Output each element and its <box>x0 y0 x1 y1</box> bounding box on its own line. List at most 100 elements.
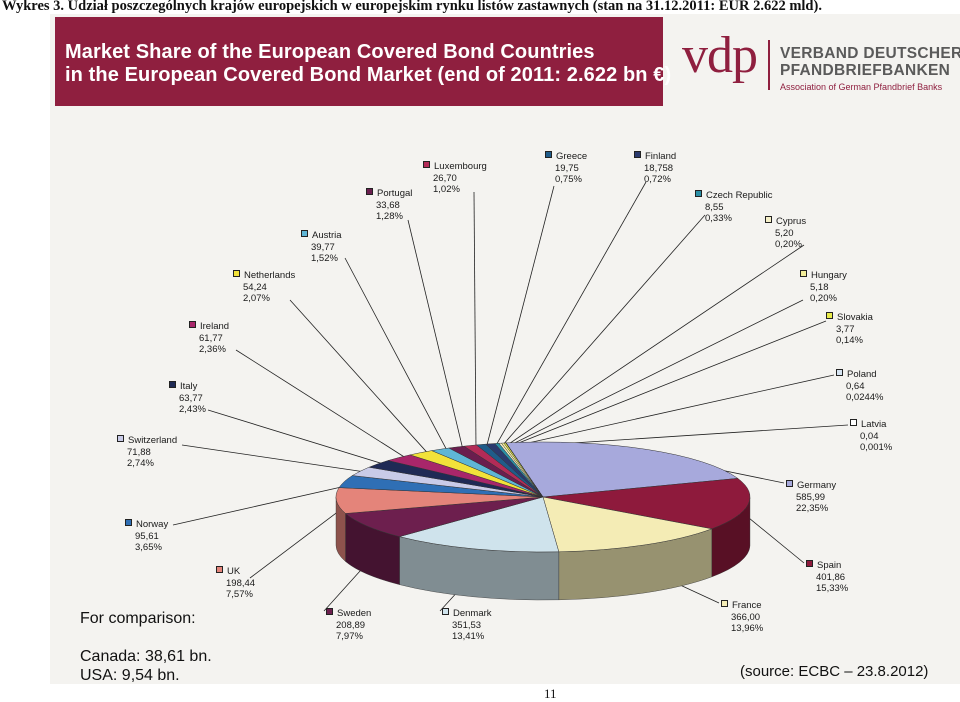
slice-name: Finland <box>645 151 677 162</box>
slice-name: Italy <box>180 381 198 392</box>
title-banner: Market Share of the European Covered Bon… <box>55 17 671 106</box>
pie-sides <box>335 497 751 601</box>
slice-label-germany: Germany 585,99 22,35% <box>786 480 836 515</box>
slice-value: 0,64 <box>846 380 865 392</box>
comparison-canada: Canada: 38,61 bn. <box>80 648 212 665</box>
leader-line-hungary <box>505 299 804 448</box>
slice-percent: 0,75% <box>555 174 582 185</box>
slice-germany <box>505 441 739 498</box>
slice-percent: 0,20% <box>775 239 802 250</box>
slice-value: 26,70 <box>433 172 457 184</box>
slice-percent: 3,65% <box>135 542 162 553</box>
slice-value: 0,04 <box>860 430 879 442</box>
slice-label-czech-republic: Czech Republic 8,55 0,33% <box>695 190 773 225</box>
legend-swatch <box>806 560 813 567</box>
slice-percent: 0,001% <box>860 442 893 453</box>
slice-value: 61,77 <box>199 332 223 344</box>
vdp-logo: vdp <box>682 27 758 84</box>
slice-value: 5,18 <box>810 281 829 293</box>
legend-swatch <box>169 381 176 388</box>
slice-value: 8,55 <box>705 201 724 213</box>
slice-label-hungary: Hungary 5,18 0,20% <box>800 270 847 305</box>
page-number: 11 <box>544 686 557 701</box>
leader-line-switzerland <box>181 444 375 474</box>
legend-swatch <box>765 216 772 223</box>
legend-swatch <box>189 321 196 328</box>
slice-name: Sweden <box>337 608 372 619</box>
slice-percent: 0,0244% <box>846 392 884 403</box>
slice-label-slovakia: Slovakia 3,77 0,14% <box>826 312 873 347</box>
slice-percent: 7,57% <box>226 589 253 600</box>
slice-value: 585,99 <box>796 491 826 503</box>
leader-line-slovakia <box>507 320 827 448</box>
slice-name: Greece <box>556 151 588 162</box>
leader-line-norway <box>172 482 361 526</box>
slice-denmark <box>398 496 560 553</box>
leader-line-finland <box>494 181 647 449</box>
legend-swatch <box>850 419 857 426</box>
slice-value: 19,75 <box>555 162 579 174</box>
slice-label-greece: Greece 19,75 0,75% <box>545 151 587 186</box>
legend-swatch <box>442 608 449 615</box>
slice-label-portugal: Portugal 33,68 1,28% <box>366 188 412 223</box>
slice-percent: 2,36% <box>199 344 226 355</box>
slice-percent: 22,35% <box>796 503 829 514</box>
slice-name: Netherlands <box>244 270 296 281</box>
slice-value: 39,77 <box>311 241 335 253</box>
slice-percent: 13,41% <box>452 631 485 642</box>
slice-label-france: France 366,00 13,96% <box>721 600 763 635</box>
slice-name: Latvia <box>861 419 887 430</box>
leader-line-portugal <box>407 219 464 452</box>
slice-value: 71,88 <box>127 446 151 458</box>
legend-swatch <box>366 188 373 195</box>
figure-caption: Wykres 3. Udział poszczególnych krajów e… <box>2 0 822 14</box>
slice-value: 63,77 <box>179 392 203 404</box>
slice-name: Hungary <box>811 270 847 281</box>
logo-subtitle: Association of German Pfandbrief Banks <box>780 82 943 92</box>
leader-line-greece <box>485 185 555 449</box>
comparison-heading: For comparison: <box>80 610 196 627</box>
slice-name: Germany <box>797 480 837 491</box>
slice-percent: 13,96% <box>731 623 764 634</box>
legend-swatch <box>695 190 702 197</box>
slice-value: 208,89 <box>336 619 366 631</box>
slice-name: UK <box>227 566 241 577</box>
logo-divider <box>768 40 770 90</box>
leader-line-netherlands <box>289 299 431 457</box>
legend-swatch <box>836 369 843 376</box>
slice-value: 18,758 <box>644 162 674 174</box>
slice-value: 5,20 <box>775 227 794 239</box>
slice-label-italy: Italy 63,77 2,43% <box>169 381 206 416</box>
leader-line-ireland <box>235 349 411 462</box>
leader-line-poland <box>508 374 835 448</box>
slice-value: 54,24 <box>243 281 267 293</box>
slice-value: 33,68 <box>376 199 400 211</box>
slice-name: Slovakia <box>837 312 873 323</box>
slice-label-spain: Spain 401,86 15,33% <box>806 560 848 595</box>
slice-name: Poland <box>847 369 877 380</box>
slice-label-latvia: Latvia 0,04 0,001% <box>850 419 892 454</box>
slice-latvia <box>505 442 544 498</box>
slice-value: 401,86 <box>816 571 846 583</box>
slice-percent: 7,97% <box>336 631 363 642</box>
legend-swatch <box>216 566 223 573</box>
slice-label-sweden: Sweden 208,89 7,97% <box>326 608 371 643</box>
leader-line-czech-republic <box>500 214 706 448</box>
slice-name: France <box>732 600 762 611</box>
slice-percent: 0,33% <box>705 213 732 224</box>
slice-value: 3,77 <box>836 323 855 335</box>
slice-label-finland: Finland 18,758 0,72% <box>634 151 676 186</box>
slice-label-cyprus: Cyprus 5,20 0,20% <box>765 216 806 251</box>
leader-line-luxembourg <box>473 191 477 450</box>
slice-name: Cyprus <box>776 216 807 227</box>
logo-name-line-1: VERBAND DEUTSCHER <box>780 45 960 62</box>
slice-percent: 2,43% <box>179 404 206 415</box>
legend-swatch <box>423 161 430 168</box>
leader-line-cyprus <box>503 244 805 448</box>
slice-value: 351,53 <box>452 619 482 631</box>
slice-label-denmark: Denmark 351,53 13,41% <box>442 608 492 643</box>
chart-title-line-1: Market Share of the European Covered Bon… <box>65 41 595 63</box>
slice-name: Austria <box>312 230 342 241</box>
slice-percent: 0,20% <box>810 293 837 304</box>
legend-swatch <box>545 151 552 158</box>
